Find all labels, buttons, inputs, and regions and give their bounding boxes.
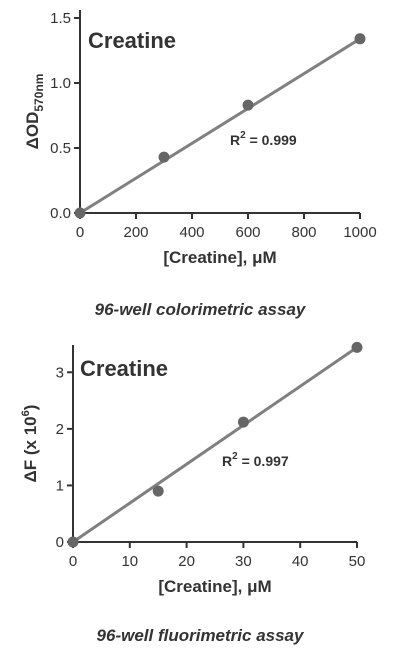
y-axis-title-sub: 570nm xyxy=(32,74,46,112)
x-tick-label: 400 xyxy=(179,224,204,241)
x-axis-title: [Creatine], μM xyxy=(163,248,276,267)
r-squared-value: = 0.997 xyxy=(238,453,289,469)
y-axis-title-main: ΔF (x 10 xyxy=(21,416,40,482)
y-tick-label: 0.0 xyxy=(50,205,71,222)
x-tick-label: 0 xyxy=(76,224,84,241)
x-tick-label: 600 xyxy=(235,224,260,241)
y-axis-title: ΔF (x 106) xyxy=(20,405,40,483)
r-squared-label: R2 = 0.997 xyxy=(222,451,289,469)
y-tick-label: 3 xyxy=(56,364,64,381)
y-axis-title-main: ΔOD xyxy=(23,112,42,150)
data-point xyxy=(152,485,164,497)
y-tick-label: 1 xyxy=(56,477,64,494)
fit-line xyxy=(72,346,358,544)
x-tick-label: 200 xyxy=(123,224,148,241)
data-point xyxy=(67,536,79,548)
chart-title: Creatine xyxy=(80,356,168,381)
y-axis-title-end: ) xyxy=(21,405,40,411)
x-tick-label: 50 xyxy=(349,553,366,570)
chart-title: Creatine xyxy=(88,28,176,53)
r-squared-base: R xyxy=(230,132,240,148)
y-tick-label: 1.5 xyxy=(50,10,71,27)
colorimetric-chart: 0 200 400 600 800 1000 0.0 0.5 1.0 1.5 Creatine R2 … xyxy=(23,10,377,267)
r-squared-sup: 2 xyxy=(232,451,238,462)
data-point xyxy=(354,33,366,45)
y-tick-label: 0.5 xyxy=(50,140,71,157)
y-axis-title-sup: 6 xyxy=(20,410,32,416)
data-point xyxy=(351,341,363,353)
x-tick-label: 10 xyxy=(121,553,138,570)
r-squared-label: R2 = 0.999 xyxy=(230,130,297,148)
y-tick-label: 0 xyxy=(56,534,64,551)
x-axis-title: [Creatine], μM xyxy=(158,577,271,596)
data-point xyxy=(242,99,254,111)
x-tick-label: 1000 xyxy=(343,224,376,241)
x-tick-label: 800 xyxy=(291,224,316,241)
data-point xyxy=(74,207,86,219)
data-point xyxy=(158,151,170,163)
x-tick-label: 20 xyxy=(178,553,195,570)
colorimetric-caption: 96-well colorimetric assay xyxy=(94,300,306,319)
r-squared-value: = 0.999 xyxy=(246,132,297,148)
x-tick-label: 30 xyxy=(235,553,252,570)
fluorimetric-caption: 96-well fluorimetric assay xyxy=(96,626,304,645)
y-tick-label: 2 xyxy=(56,421,64,438)
data-point xyxy=(237,416,249,428)
fit-line xyxy=(79,37,361,215)
x-tick-label: 40 xyxy=(292,553,309,570)
y-tick-label: 1.0 xyxy=(50,75,71,92)
y-axis-title: ΔOD570nm xyxy=(23,74,46,150)
r-squared-sup: 2 xyxy=(240,130,246,141)
x-tick-label: 0 xyxy=(69,553,77,570)
r-squared-base: R xyxy=(222,453,232,469)
